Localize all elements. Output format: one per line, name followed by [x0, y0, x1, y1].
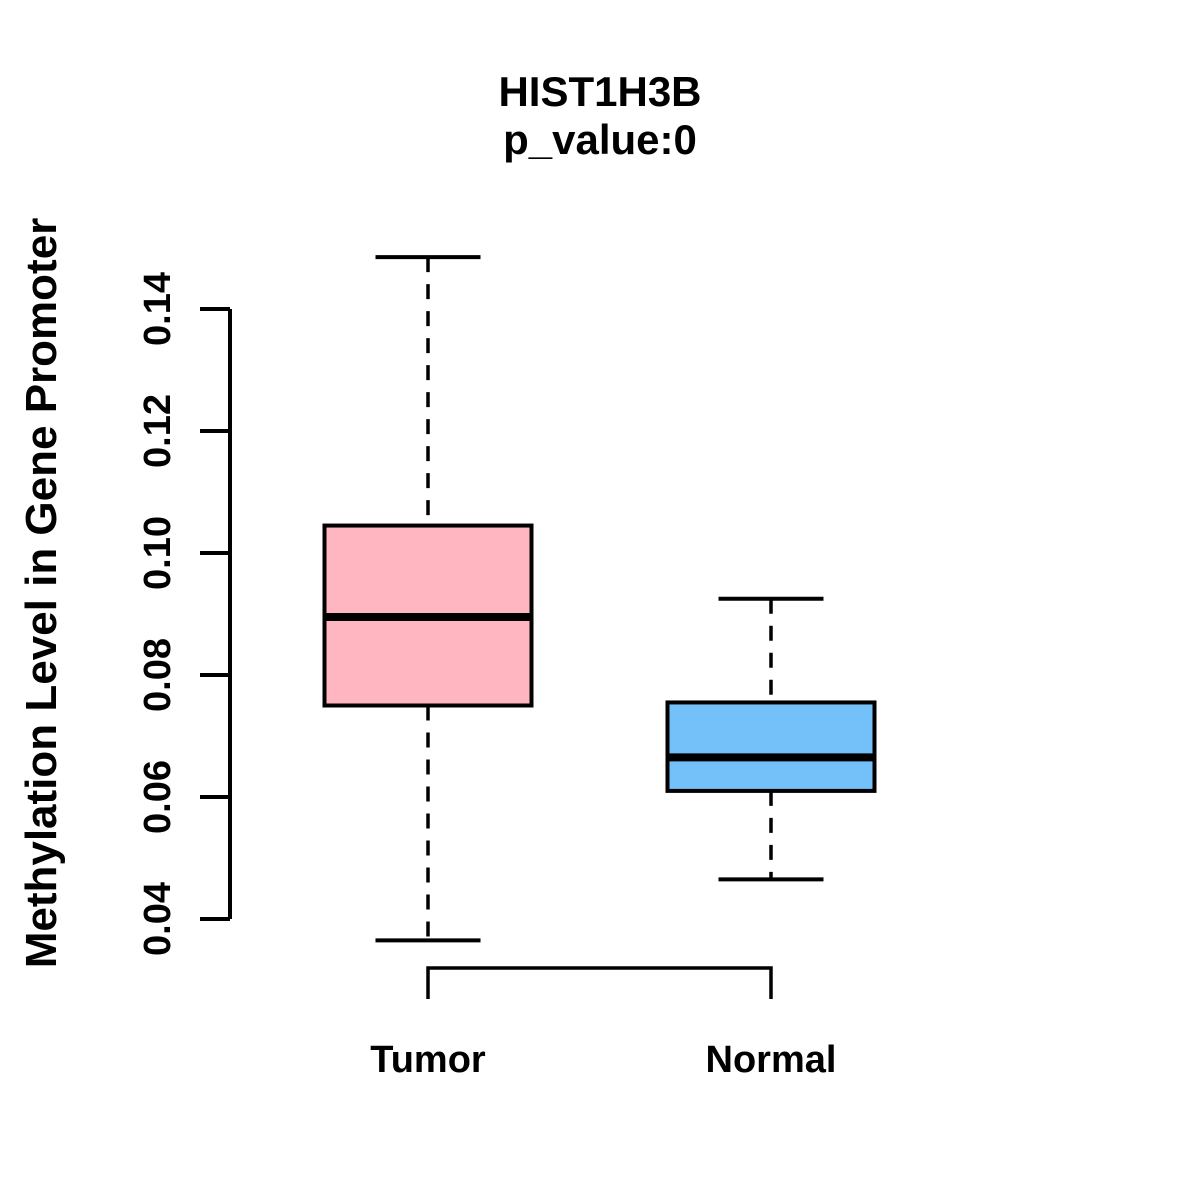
y-axis-tick-label: 0.12 [137, 394, 179, 468]
y-axis-tick-label: 0.04 [137, 882, 179, 956]
x-axis-label-tumor: Tumor [370, 1039, 486, 1081]
y-axis-tick-label: 0.08 [137, 638, 179, 712]
y-axis-tick-label: 0.10 [137, 516, 179, 590]
y-axis-tick-label: 0.14 [137, 272, 179, 346]
chart-title-line2: p_value:0 [503, 116, 697, 163]
y-axis-tick-label: 0.06 [137, 760, 179, 834]
chart-title-line1: HIST1H3B [498, 68, 702, 115]
x-axis-label-normal: Normal [706, 1039, 837, 1081]
chart-title: HIST1H3B p_value:0 [0, 68, 1200, 164]
x-axis-bracket [426, 966, 773, 999]
y-axis-title: Methylation Level in Gene Promoter [17, 217, 66, 969]
boxplot-normal-box [665, 700, 877, 793]
